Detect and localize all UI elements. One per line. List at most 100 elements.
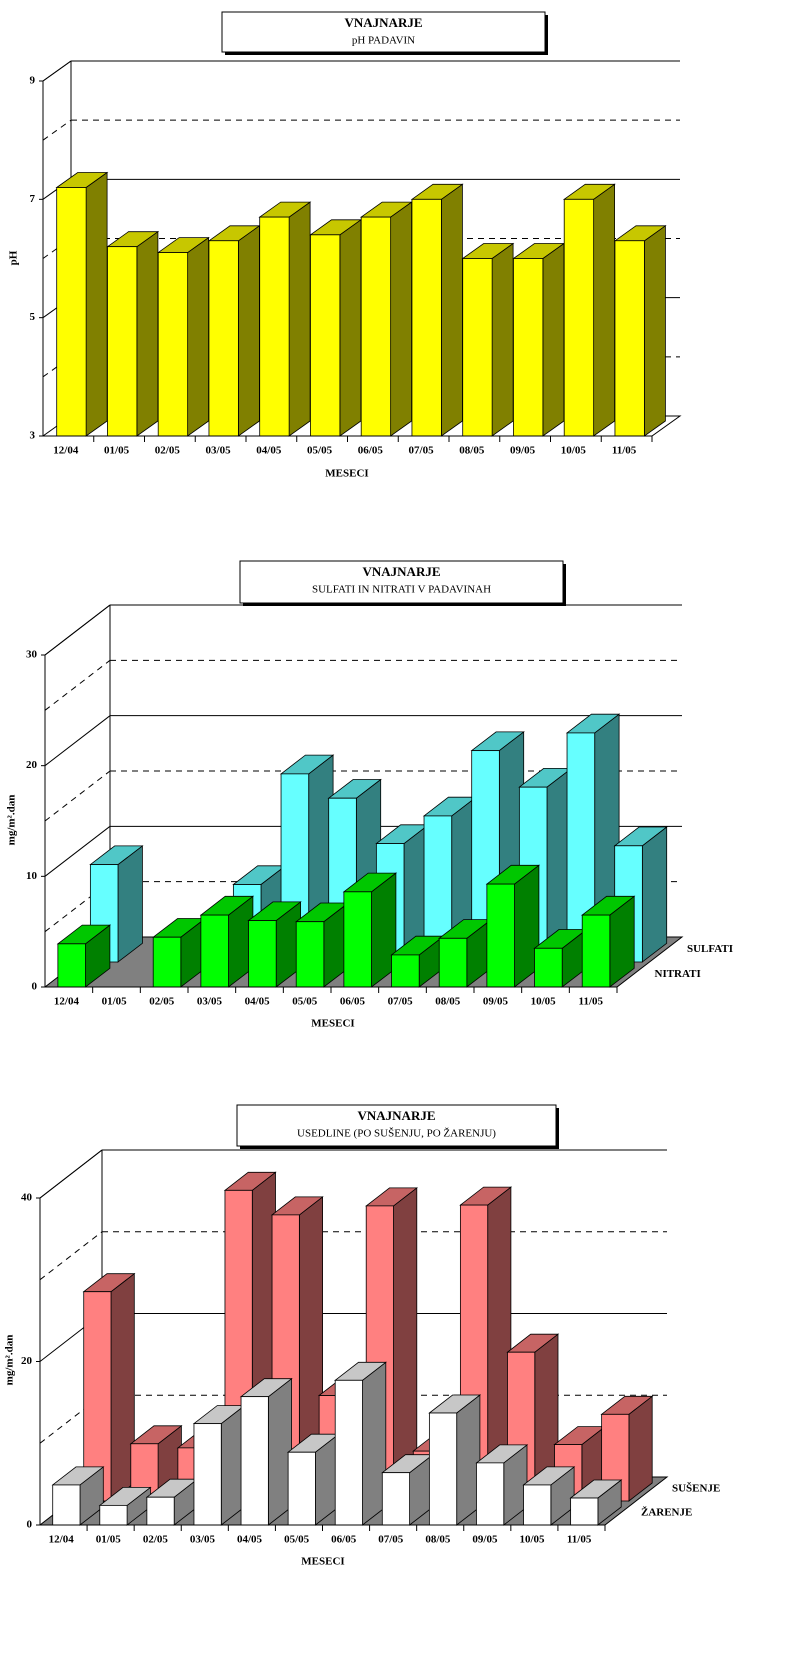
chart-title: VNAJNARJE	[363, 564, 441, 579]
minor-grid-line	[42, 238, 72, 259]
x-axis-label: MESECI	[325, 468, 368, 480]
x-tick-label: 12/04	[49, 1534, 75, 1546]
bar-side	[339, 219, 362, 437]
x-tick-label: 07/05	[388, 996, 414, 1008]
bar-side	[491, 242, 514, 437]
bar-side	[593, 183, 615, 437]
bar	[343, 891, 372, 988]
bar	[259, 216, 290, 437]
bar	[476, 1462, 505, 1526]
bar	[513, 258, 544, 437]
y-tick-label: 30	[26, 649, 38, 661]
bar	[360, 216, 392, 437]
minor-grid-line	[39, 1231, 103, 1281]
bar-side	[641, 826, 668, 963]
bar	[381, 1472, 411, 1526]
x-tick-label: 01/05	[104, 445, 130, 457]
minor-grid-line	[39, 1394, 103, 1444]
bar	[534, 947, 563, 988]
bar-side	[440, 183, 463, 437]
x-tick-label: 04/05	[256, 445, 282, 457]
bar	[570, 1497, 599, 1526]
legend-label: NITRATI	[655, 968, 701, 980]
bar-side	[117, 845, 143, 963]
bar	[462, 258, 493, 437]
bar-side	[644, 225, 666, 437]
y-axis-label: pH	[8, 250, 20, 265]
bar	[295, 921, 325, 988]
x-tick-label: 08/05	[435, 996, 461, 1008]
x-tick-label: 01/05	[96, 1534, 122, 1546]
bar-side	[288, 201, 311, 437]
y-tick-label: 7	[30, 193, 36, 205]
y-tick-label: 20	[26, 759, 38, 771]
chart-title: VNAJNARJE	[345, 15, 423, 30]
bar	[83, 1291, 112, 1502]
chart-subtitle: SULFATI IN NITRATI V PADAVINAH	[312, 584, 491, 596]
x-tick-label: 11/05	[567, 1534, 592, 1546]
bar	[411, 198, 442, 437]
bar	[486, 883, 515, 988]
chart-subtitle: pH PADAVIN	[352, 35, 415, 47]
bar-side	[237, 225, 260, 437]
y-tick-label: 40	[21, 1192, 33, 1204]
bar	[240, 1396, 269, 1526]
bar	[614, 240, 645, 437]
x-tick-label: 03/05	[190, 1534, 216, 1546]
y-axis-label: mg/m².dan	[6, 795, 18, 846]
x-tick-label: 05/05	[292, 996, 318, 1008]
legend-label: SULFATI	[687, 943, 733, 955]
bar-side	[390, 201, 413, 437]
bar	[391, 954, 420, 988]
x-tick-label: 09/05	[483, 996, 509, 1008]
bar	[107, 246, 138, 437]
x-tick-label: 10/05	[519, 1534, 545, 1546]
bar	[523, 1484, 552, 1526]
bar	[334, 1379, 363, 1526]
x-tick-label: 12/04	[53, 445, 79, 457]
y-tick-label: 20	[21, 1355, 33, 1367]
x-tick-label: 03/05	[197, 996, 223, 1008]
grid-line	[44, 715, 111, 767]
grid-line	[42, 60, 72, 82]
legend-label: ŽARENJE	[641, 1507, 692, 1519]
x-tick-label: 09/05	[510, 445, 536, 457]
x-tick-label: 05/05	[284, 1534, 310, 1546]
x-tick-label: 11/05	[579, 996, 604, 1008]
x-tick-label: 06/05	[331, 1534, 357, 1546]
x-tick-label: 06/05	[358, 445, 384, 457]
y-tick-label: 3	[30, 430, 36, 442]
chart-subtitle: USEDLINE (PO SUŠENJU, PO ŽARENJU)	[297, 1128, 496, 1140]
bar	[438, 937, 468, 988]
x-axis-label: MESECI	[311, 1018, 354, 1030]
bar-side	[136, 230, 159, 437]
bar-side	[187, 236, 210, 437]
x-tick-label: 04/05	[237, 1534, 263, 1546]
x-tick-label: 05/05	[307, 445, 333, 457]
x-tick-label: 10/05	[561, 445, 587, 457]
grid-line	[44, 604, 111, 656]
y-tick-label: 10	[26, 870, 38, 882]
y-tick-label: 9	[30, 75, 36, 87]
chart-title: VNAJNARJE	[358, 1108, 436, 1123]
x-tick-label: 04/05	[245, 996, 271, 1008]
title-box	[236, 1104, 557, 1147]
title-box	[239, 560, 564, 604]
x-tick-label: 09/05	[472, 1534, 498, 1546]
x-tick-label: 07/05	[409, 445, 435, 457]
y-tick-label: 5	[30, 311, 36, 323]
x-tick-label: 06/05	[340, 996, 366, 1008]
x-tick-label: 11/05	[612, 445, 637, 457]
title-box	[221, 11, 546, 53]
x-axis-label: MESECI	[301, 1556, 344, 1568]
x-tick-label: 12/04	[54, 996, 80, 1008]
bar	[310, 234, 341, 437]
bar	[581, 914, 611, 988]
bar	[200, 914, 229, 988]
legend-label: SUŠENJE	[672, 1482, 720, 1495]
x-tick-label: 02/05	[149, 996, 175, 1008]
bar	[57, 943, 86, 988]
grid-line	[44, 825, 111, 877]
minor-grid-line	[44, 770, 111, 822]
